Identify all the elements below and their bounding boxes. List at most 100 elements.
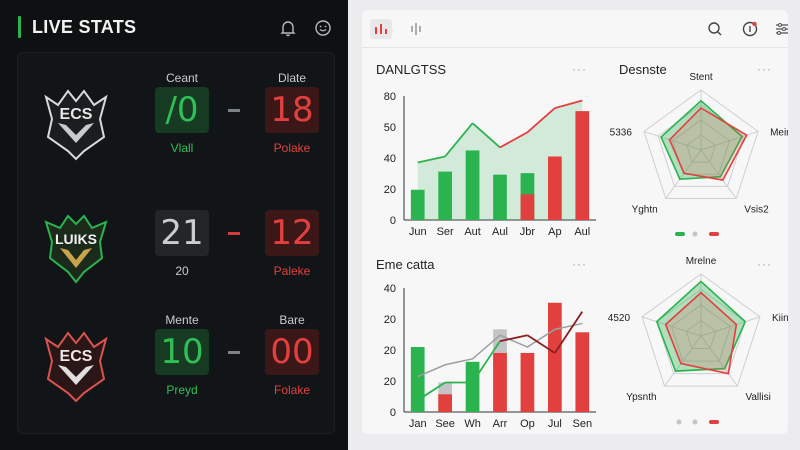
- team-logo: ECS: [44, 331, 108, 403]
- trend-line: [526, 107, 556, 133]
- trend-line: [499, 334, 528, 343]
- away-team-name: Folake: [273, 383, 311, 397]
- filter-icon[interactable]: [773, 20, 791, 38]
- search-icon[interactable]: [706, 20, 724, 38]
- team-logo: LUIKS: [44, 214, 108, 284]
- bell-icon[interactable]: [278, 18, 298, 38]
- y-tick-label: 20: [384, 376, 396, 388]
- trend-line: [417, 155, 446, 164]
- y-tick-label: 50: [384, 122, 396, 134]
- live-stats-panel: LIVE STATS ECS Ceant /0: [0, 0, 348, 450]
- trend-line: [417, 381, 446, 401]
- y-tick-label: 40: [384, 153, 396, 165]
- trend-line: [554, 99, 583, 109]
- waveform-icon: [411, 23, 421, 35]
- bar: [493, 352, 507, 412]
- smiley-icon[interactable]: [313, 18, 333, 38]
- trend-line: [499, 131, 528, 149]
- legend-marker: [692, 419, 698, 425]
- trend-line: [526, 334, 556, 354]
- x-tick-label: Jbr: [520, 226, 536, 238]
- x-tick-label: Sen: [572, 418, 592, 430]
- trend-line: [471, 122, 501, 149]
- match-row[interactable]: LUIKS 21 12 20 Paleke: [18, 188, 336, 304]
- score-separator: [228, 109, 240, 112]
- bar: [493, 174, 507, 220]
- x-tick-label: Aut: [464, 226, 481, 238]
- x-tick-label: See: [435, 418, 455, 430]
- radar-spoke: [700, 316, 761, 337]
- radar-series: [655, 280, 747, 372]
- analytics-panel: DANLGTSS ··· Desnste ··· Eme catta ··· ·…: [348, 0, 800, 450]
- more-options-icon[interactable]: ···: [757, 257, 772, 271]
- radar-axis-label: 4520: [608, 313, 631, 324]
- radar-grid: [643, 89, 759, 200]
- more-options-icon[interactable]: ···: [757, 62, 772, 76]
- match-row[interactable]: ECS Ceant /0 18 Dlate Vlall Polake: [18, 65, 336, 181]
- home-team-name: Vlall: [170, 141, 194, 155]
- chart-title: Desnste: [619, 62, 667, 77]
- home-score: /0: [155, 87, 209, 133]
- more-options-icon[interactable]: ···: [572, 257, 587, 271]
- bar: [548, 156, 562, 220]
- waveform-tab[interactable]: [406, 19, 428, 39]
- x-tick-label: Aul: [574, 226, 590, 238]
- radar-spoke: [700, 149, 737, 199]
- team-logo-text: LUIKS: [55, 231, 97, 247]
- radar-axis-label: Vsis2: [744, 205, 769, 216]
- bar: [410, 347, 425, 412]
- bar: [575, 332, 590, 412]
- accent-bar: [18, 16, 21, 38]
- legend-marker: [709, 232, 719, 236]
- radar-spoke: [665, 149, 702, 199]
- away-score: 00: [265, 329, 319, 375]
- analytics-card: DANLGTSS ··· Desnste ··· Eme catta ··· ·…: [362, 10, 788, 434]
- radar-spoke: [641, 316, 702, 337]
- home-team-name: 20: [175, 264, 189, 278]
- team-logo-text: ECS: [60, 106, 93, 123]
- live-stats-header: LIVE STATS: [0, 0, 348, 50]
- radar-spoke: [700, 335, 738, 387]
- bar: [520, 352, 535, 412]
- bar: [520, 194, 535, 220]
- home-score: 10: [155, 329, 209, 375]
- match-row[interactable]: ECS Mente 10 00 Bare Preyd Folake: [18, 307, 336, 423]
- radar-series: [664, 291, 738, 375]
- x-tick-label: Jul: [548, 418, 562, 430]
- radar-series: [668, 106, 748, 181]
- radar-grid: [685, 319, 717, 350]
- radar-grid: [670, 304, 732, 362]
- radar-spoke: [643, 130, 702, 151]
- away-team-name: Polake: [273, 141, 311, 155]
- radar-grid: [641, 273, 761, 387]
- legend-marker: [692, 231, 698, 237]
- x-tick-label: Op: [520, 418, 535, 430]
- radar-grid: [656, 288, 746, 375]
- radar-spoke: [700, 130, 759, 151]
- x-tick-label: Jun: [409, 226, 427, 238]
- trend-line: [444, 122, 474, 158]
- x-tick-label: Ap: [548, 226, 561, 238]
- team-logo: ECS: [44, 89, 108, 161]
- home-team-header: Ceant: [165, 71, 199, 85]
- score-separator: [228, 232, 240, 235]
- team-logo-text: ECS: [60, 348, 93, 365]
- x-tick-label: Arr: [493, 418, 508, 430]
- radar-axis-label: Stent: [689, 72, 713, 83]
- info-icon[interactable]: [741, 20, 759, 38]
- bar-chart-tab[interactable]: [370, 19, 392, 39]
- away-team-name: Paleke: [273, 264, 311, 278]
- chart-title: DANLGTSS: [376, 62, 447, 77]
- radar-axis-label: Ypsnth: [626, 392, 656, 403]
- bar: [465, 150, 480, 220]
- bar: [410, 189, 425, 220]
- analytics-toolbar: [362, 10, 788, 48]
- away-score: 12: [265, 210, 319, 256]
- trend-line: [471, 340, 501, 383]
- x-tick-label: Wh: [464, 418, 481, 430]
- bar: [438, 171, 452, 220]
- x-tick-label: Aul: [492, 226, 508, 238]
- more-options-icon[interactable]: ···: [572, 62, 587, 76]
- match-list: ECS Ceant /0 18 Dlate Vlall Polake LUIKS…: [17, 52, 335, 434]
